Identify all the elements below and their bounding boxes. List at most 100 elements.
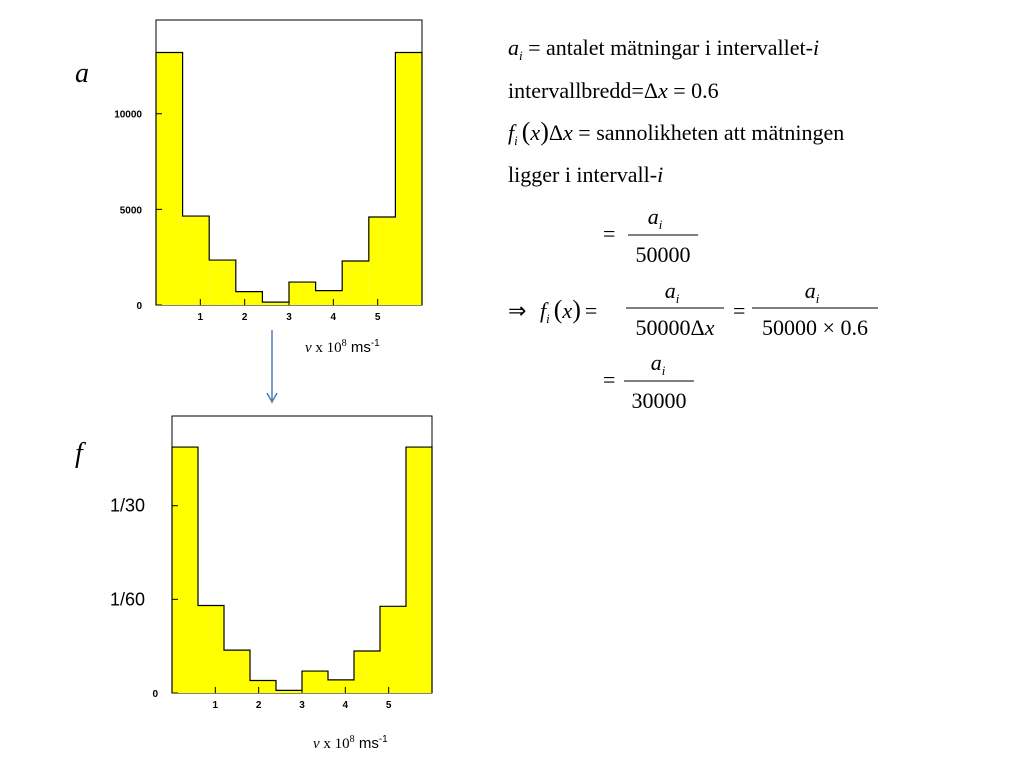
x-tick-label: 4 xyxy=(343,700,349,711)
eq-sub-i: i xyxy=(519,48,523,63)
eq-numerator: ai xyxy=(648,204,663,232)
eq-rparen: ) xyxy=(540,117,549,146)
histogram-f: 1 2 3 4 5 0 1/60 1/30 xyxy=(110,415,433,711)
x-tick-label: 3 xyxy=(299,700,305,711)
histogram-outline xyxy=(171,446,433,693)
eq-sub-i: i xyxy=(816,291,820,306)
histogram-bar xyxy=(224,650,250,693)
x-label-unit-exp: -1 xyxy=(371,338,380,349)
histogram-bar xyxy=(395,52,422,305)
x-tick-label: 4 xyxy=(331,312,337,323)
eq-denominator: 30000 xyxy=(632,388,687,413)
y-tick-label: 5000 xyxy=(120,205,143,216)
histogram-bar xyxy=(354,651,380,693)
y-tick-label: 1/60 xyxy=(110,589,145,609)
x-tick-label: 3 xyxy=(286,312,292,323)
x-label-exp: 8 xyxy=(342,338,347,349)
eq-line-1: ai = antalet mätningar i intervallet-i xyxy=(508,35,819,63)
x-label-mid: x 10 xyxy=(312,340,342,356)
eq-line-4: ligger i intervall-i xyxy=(508,162,663,187)
histogram-bar xyxy=(368,217,396,305)
histogram-bar xyxy=(182,216,210,305)
eq-var-x: x xyxy=(561,298,572,323)
histogram-a: 1 2 3 4 5 0 5000 10000 xyxy=(114,19,423,323)
eq-lparen: ( xyxy=(554,295,563,324)
eq-sub-i: i xyxy=(546,311,550,326)
eq-lhs: fi (x) = xyxy=(540,295,597,326)
histogram-bar xyxy=(276,690,302,693)
histogram-bar xyxy=(342,261,369,305)
x-tick-label: 5 xyxy=(386,700,392,711)
eq-var-f: f xyxy=(508,120,517,145)
histogram-bar xyxy=(380,606,406,693)
eq-var-a: a xyxy=(805,278,816,303)
eq-numerator: ai xyxy=(805,278,820,306)
histogram-bar xyxy=(328,679,354,693)
y-tick-label: 0 xyxy=(136,301,142,312)
eq-delta: Δ xyxy=(644,78,658,103)
x-tick-label: 5 xyxy=(375,312,381,323)
x-label-var: v xyxy=(313,736,320,752)
eq-suffix: i xyxy=(813,35,819,60)
y-tick-label: 1/30 xyxy=(110,496,145,516)
eq-numerator: ai xyxy=(665,278,680,306)
eq-text: ligger i intervall- xyxy=(508,162,657,187)
eq-den-text: 50000Δ xyxy=(636,315,705,340)
eq-rest: = sannolikheten att mätningen xyxy=(573,120,844,145)
histogram-bar xyxy=(198,605,224,693)
histogram-bar xyxy=(406,447,432,693)
x-axis-label-f: v x 108 ms-1 xyxy=(313,734,388,752)
x-label-mid: x 10 xyxy=(320,736,350,752)
eq-numerator: ai xyxy=(651,350,666,378)
eq-delta: Δ xyxy=(549,120,563,145)
eq-denominator: 50000 × 0.6 xyxy=(762,315,868,340)
eq-denominator: 50000 xyxy=(636,242,691,267)
eq-rest: = 0.6 xyxy=(668,78,719,103)
histogram-bar xyxy=(289,282,316,305)
x-label-unit: ms xyxy=(347,339,371,356)
eq-equals: = xyxy=(733,298,745,323)
eq-var-x: x xyxy=(704,315,715,340)
eq-var-a: a xyxy=(648,204,659,229)
eq-sub-i: i xyxy=(514,133,518,148)
x-tick-label: 1 xyxy=(198,312,204,323)
eq-lparen: ( xyxy=(522,117,531,146)
y-tick-label: 10000 xyxy=(114,110,142,121)
x-label-exp: 8 xyxy=(350,734,355,745)
implies-arrow: ⇒ xyxy=(508,298,526,323)
histogram-bar xyxy=(172,447,198,693)
histogram-bar xyxy=(302,671,328,693)
eq-sub-i: i xyxy=(662,363,666,378)
eq-equals: = xyxy=(603,221,615,246)
x-tick-label: 1 xyxy=(213,700,219,711)
panel-label-f: f xyxy=(75,438,86,469)
x-tick-label: 2 xyxy=(242,312,248,323)
x-axis-label-a: v x 108 ms-1 xyxy=(305,338,380,356)
eq-var-a: a xyxy=(651,350,662,375)
eq-var-x: x xyxy=(529,120,540,145)
eq-var-x: x xyxy=(657,78,668,103)
eq-denominator: 50000Δx xyxy=(636,315,715,340)
eq-rparen: ) xyxy=(572,295,581,324)
eq-var-f: f xyxy=(540,298,549,323)
down-arrow-icon xyxy=(266,330,278,404)
eq-equals: = xyxy=(585,298,597,323)
histogram-bar xyxy=(315,290,343,305)
histogram-bar xyxy=(262,302,289,305)
eq-var-x: x xyxy=(562,120,573,145)
histogram-outline xyxy=(155,51,423,305)
x-tick-label: 2 xyxy=(256,700,262,711)
eq-sub-i: i xyxy=(676,291,680,306)
histogram-bar xyxy=(235,291,263,305)
eq-var-a: a xyxy=(508,35,519,60)
histogram-bar xyxy=(250,680,276,693)
x-label-unit: ms xyxy=(355,735,379,752)
y-tick-label: 0 xyxy=(152,689,158,700)
eq-suffix: i xyxy=(657,162,663,187)
equations: ai = antalet mätningar i intervallet-i i… xyxy=(508,35,878,413)
histogram-bar xyxy=(156,52,183,305)
eq-text: intervallbredd= xyxy=(508,78,644,103)
x-label-unit-exp: -1 xyxy=(379,734,388,745)
x-label-var: v xyxy=(305,340,312,356)
